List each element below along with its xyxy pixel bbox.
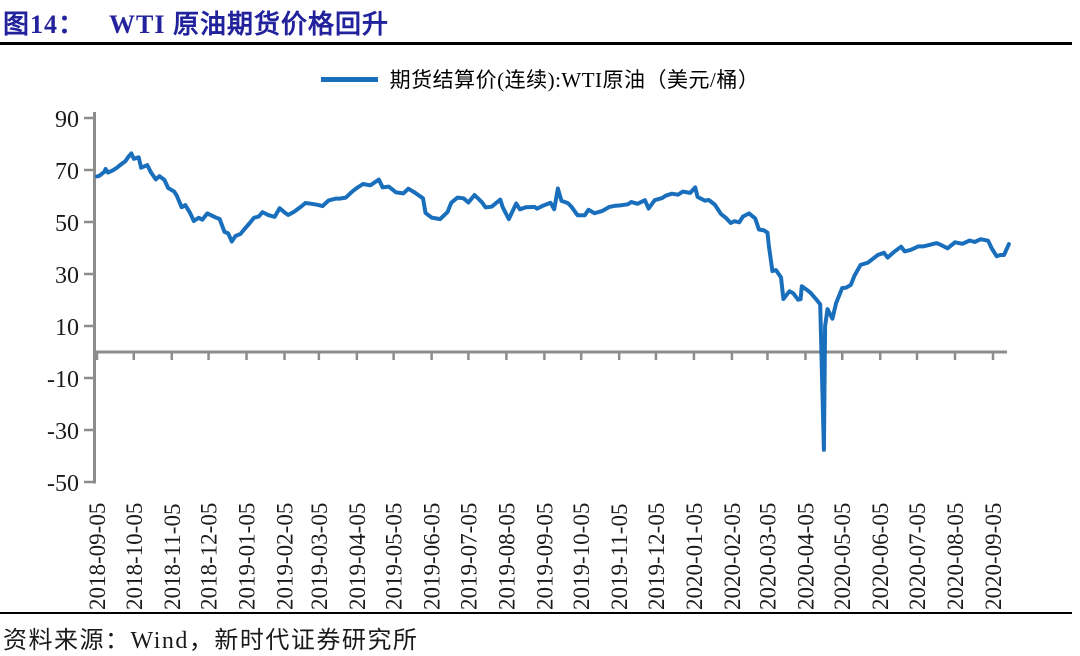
footer-divider-line (0, 612, 1072, 614)
x-tick-label: 2020-03-05 (755, 503, 780, 610)
x-tick-label: 2018-10-05 (122, 503, 147, 610)
y-tick-label: -10 (47, 367, 79, 393)
x-tick-label: 2019-01-05 (235, 503, 260, 610)
y-tick-label: 70 (55, 159, 79, 185)
x-tick-label: 2019-08-05 (494, 503, 519, 610)
x-tick-label: 2019-12-05 (644, 503, 669, 610)
x-tick-label: 2020-08-05 (943, 503, 968, 610)
title-divider-line (0, 42, 1072, 45)
y-tick-label: -30 (47, 419, 79, 445)
figure-title: WTI 原油期货价格回升 (109, 10, 389, 39)
x-tick-label: 2019-11-05 (607, 504, 632, 610)
price-line (95, 151, 1011, 452)
y-tick-label: 10 (55, 315, 79, 341)
figure-number: 图14： (3, 10, 86, 39)
x-tick-label: 2020-06-05 (868, 503, 893, 610)
x-tick-label: 2020-07-05 (905, 503, 930, 610)
y-tick-label: 30 (55, 263, 79, 289)
x-tick-label: 2019-05-05 (382, 503, 407, 610)
x-tick-label: 2020-05-05 (830, 503, 855, 610)
y-tick-label: 50 (55, 211, 79, 237)
x-tick-label: 2019-09-05 (532, 503, 557, 610)
x-tick-label: 2020-09-05 (981, 503, 1006, 610)
x-tick-label: 2019-04-05 (345, 503, 370, 610)
y-tick-label: 90 (55, 107, 79, 133)
x-tick-label: 2019-02-05 (273, 503, 298, 610)
x-tick-label: 2020-01-05 (682, 503, 707, 610)
x-tick-label: 2020-02-05 (720, 503, 745, 610)
x-tick-label: 2019-10-05 (569, 503, 594, 610)
x-tick-label: 2018-11-05 (160, 504, 185, 610)
x-tick-label: 2020-04-05 (793, 503, 818, 610)
source-note: 资料来源：Wind，新时代证券研究所 (3, 628, 419, 654)
x-tick-label: 2019-06-05 (420, 503, 445, 610)
legend-line-swatch (320, 76, 378, 82)
x-tick-label: 2019-07-05 (456, 503, 481, 610)
legend-label: 期货结算价(连续):WTI原油（美元/桶） (389, 68, 760, 92)
y-tick-label: -50 (47, 471, 79, 497)
figure-title-row: 图14： WTI 原油期货价格回升 (3, 4, 389, 41)
x-tick-label: 2019-03-05 (307, 503, 332, 610)
x-tick-label: 2018-09-05 (85, 503, 110, 610)
chart-legend: 期货结算价(连续):WTI原油（美元/桶） (0, 64, 1080, 94)
x-tick-label: 2018-12-05 (197, 503, 222, 610)
